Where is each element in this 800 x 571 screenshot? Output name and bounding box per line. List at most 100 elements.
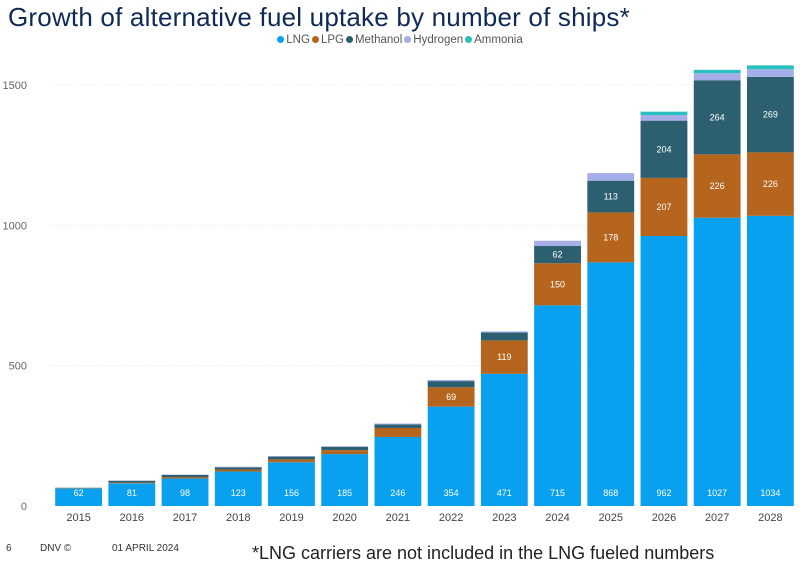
bar-segment-methanol [374,424,422,428]
stacked-bar-chart: 0 500 1000 1500 62 2015 81 2016 98 2017 123 2018 156… [3,65,797,524]
bar-segment-lpg [268,459,315,463]
bar-segment-hydrogen [640,115,688,121]
data-label: 246 [390,488,405,498]
bar-segment-lpg [108,482,156,484]
bar-segment-ammonia [746,65,794,70]
y-tick-label: 500 [9,361,27,373]
bar-segment-hydrogen [214,466,262,468]
bar-segment-methanol [55,487,103,489]
bar-segment-methanol [640,120,688,178]
bar-segment-hydrogen [427,379,475,382]
legend-swatch [345,36,353,43]
data-label: 69 [446,392,456,402]
bar-segment-lpg [480,340,528,374]
bar-segment-lng [268,462,315,506]
y-tick-label: 1000 [3,220,27,232]
bar-segment-methanol [587,180,635,213]
x-tick-label: 2016 [120,512,144,524]
bar-segment-lpg [587,212,635,263]
bar-segment-lpg [214,469,262,472]
bar-segment-hydrogen [374,423,422,425]
x-tick-label: 2019 [279,512,303,524]
legend-label: LPG [320,34,344,46]
x-tick-label: 2026 [652,512,676,524]
x-tick-label: 2025 [599,512,623,524]
bar-segment-hydrogen [321,446,369,447]
data-label: 119 [497,352,511,362]
data-label: 62 [553,250,563,260]
data-label: 471 [497,488,512,498]
data-label: 715 [550,488,565,498]
x-tick-label: 2027 [705,512,729,524]
bar-segment-lng [427,406,475,506]
footer-date: 01 APRIL 2024 [112,543,179,554]
bar-segment-methanol [427,381,475,388]
data-label: 98 [180,488,190,498]
data-label: 185 [337,488,352,498]
footer-brand: DNV © [40,543,72,554]
bar-segment-methanol [214,467,262,470]
x-tick-label: 2024 [545,512,569,524]
legend-item-lng: LNG [277,34,310,46]
page-number: 6 [6,543,12,554]
x-tick-label: 2021 [386,512,410,524]
data-label: 156 [284,488,299,498]
data-label: 150 [550,279,565,289]
bar-segment-ammonia [693,69,741,74]
legend-swatch [311,36,319,43]
bar-segment-lng [374,436,422,506]
bar-segment-lng [108,483,156,506]
bar-segment-hydrogen [587,173,635,181]
bar-segment-lpg [427,387,475,407]
legend-item-lpg: LPG [311,34,344,46]
bar-segment-lng [55,488,103,506]
bar-segment-methanol [161,474,209,478]
data-label: 178 [603,232,618,242]
data-label: 113 [604,192,618,202]
bar-segment-lng [214,471,262,506]
bar-segment-lng [693,217,741,506]
legend-label: LNG [286,34,310,46]
data-label: 962 [656,488,671,498]
bar-segment-hydrogen [693,73,741,81]
bar-segment-lng [640,235,688,507]
bar-segment-methanol [480,332,528,341]
x-tick-label: 2020 [332,512,356,524]
bar-segment-methanol [268,456,315,460]
data-label: 354 [444,488,459,498]
x-tick-label: 2022 [439,512,463,524]
bar-segment-lpg [161,477,209,479]
bar-segment-lng [161,478,209,506]
data-label: 264 [710,112,725,122]
bar-segment-hydrogen [480,331,528,333]
data-label: 81 [127,488,137,498]
bar-segment-hydrogen [534,240,581,246]
data-label: 226 [710,181,725,191]
bar-segment-methanol [693,80,741,155]
footnote: *LNG carriers are not included in the LN… [252,543,715,563]
x-tick-label: 2023 [492,512,516,524]
data-label: 123 [231,488,246,498]
chart-legend: LNG LPG Methanol Hydrogen Ammonia [0,34,800,46]
bar-segment-methanol [108,480,156,483]
x-tick-label: 2015 [66,512,90,524]
bar-segment-lpg [321,450,369,455]
data-label: 207 [656,202,671,212]
bar-segment-lng [534,305,581,506]
bar-segment-methanol [321,446,369,451]
bar-segment-methanol [534,245,581,264]
chart-title: Growth of alternative fuel uptake by num… [8,2,630,32]
bar-segment-lpg [374,427,422,437]
legend-label: Ammonia [474,34,523,46]
bar-segment-lng [587,262,635,506]
data-label: 204 [656,144,671,154]
bar-segment-lng [321,454,369,506]
bar-segment-lpg [693,154,741,218]
bar-segment-ammonia [640,111,688,116]
data-label: 269 [763,110,778,120]
bar-segment-lpg [534,263,581,306]
legend-label: Methanol [354,34,403,46]
y-tick-label: 0 [21,501,27,513]
legend-label: Hydrogen [413,34,464,46]
x-tick-label: 2017 [173,512,197,524]
